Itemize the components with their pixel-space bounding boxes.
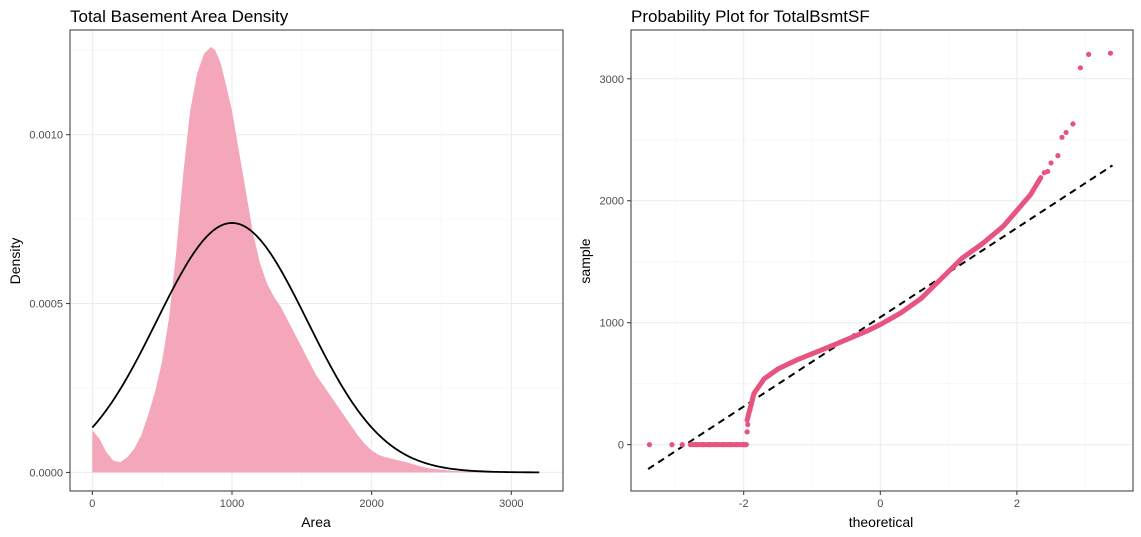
density-chart-title: Total Basement Area Density (70, 7, 289, 26)
normal-curve-line (91, 222, 540, 474)
density-x-tick-label: 0 (89, 498, 95, 510)
sample-point (1059, 134, 1065, 140)
density-x-axis-title: Area (301, 514, 331, 530)
probability-plot: Probability Plot for TotalBsmtSF theoret… (577, 7, 1134, 530)
sample-point (700, 442, 706, 448)
density-plot-border (69, 29, 564, 492)
sample-point (743, 442, 749, 448)
density-chart: Total Basement Area Density Area Density… (7, 7, 564, 530)
sample-point (744, 429, 750, 435)
sample-point (1107, 50, 1114, 56)
density-x-tick-label: 2000 (359, 498, 383, 510)
probability-y-tick-label: 0 (618, 440, 624, 452)
sample-point (1055, 153, 1061, 159)
density-y-axis-title: Density (7, 238, 23, 285)
density-x-tick-label: 1000 (220, 498, 244, 510)
density-y-tick-label: 0.0000 (29, 467, 63, 479)
density-y-tick-label: 0.0010 (29, 130, 63, 142)
sample-point (749, 396, 756, 403)
density-chart-panel: Total Basement Area Density Area Density… (0, 0, 570, 537)
sample-point (1070, 121, 1076, 127)
sample-point (1045, 168, 1051, 175)
sample-point (1048, 160, 1054, 166)
reference-line (647, 164, 1114, 470)
sample-point (727, 442, 733, 448)
probability-x-axis-title: theoretical (849, 514, 914, 530)
sample-point (745, 421, 751, 428)
sample-points-dense-curve (744, 175, 1044, 423)
sample-point (1086, 51, 1092, 57)
probability-grid (631, 30, 1133, 491)
sample-point (713, 442, 719, 448)
probability-x-tick-label: -2 (739, 498, 749, 510)
sample-point (734, 442, 740, 448)
probability-y-axis-title: sample (577, 238, 593, 283)
probability-y-tick-label: 2000 (600, 196, 624, 208)
sample-point (706, 442, 713, 448)
probability-plot-border (630, 29, 1134, 492)
sample-point (1077, 65, 1084, 71)
sample-point (748, 401, 754, 408)
sample-point (687, 442, 694, 448)
density-area (92, 46, 540, 473)
probability-y-tick-label: 1000 (600, 318, 624, 330)
sample-point (747, 407, 753, 414)
probability-plot-panel: Probability Plot for TotalBsmtSF theoret… (570, 0, 1141, 537)
probability-y-tick-label: 3000 (600, 74, 624, 86)
probability-x-tick-label: 0 (877, 498, 883, 510)
sample-point (669, 442, 675, 448)
probability-plot-title: Probability Plot for TotalBsmtSF (631, 7, 870, 26)
density-x-tick-label: 3000 (499, 498, 523, 510)
sample-point (1063, 129, 1069, 136)
sample-point (693, 442, 699, 448)
sample-point (646, 442, 653, 448)
sample-point (679, 442, 685, 448)
density-y-tick-label: 0.0005 (29, 299, 63, 311)
probability-x-tick-label: 2 (1014, 498, 1020, 510)
sample-point (720, 442, 726, 448)
